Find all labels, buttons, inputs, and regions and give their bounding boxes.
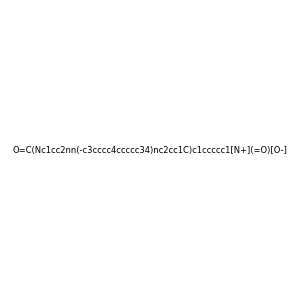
Text: O=C(Nc1cc2nn(-c3cccc4ccccc34)nc2cc1C)c1ccccc1[N+](=O)[O-]: O=C(Nc1cc2nn(-c3cccc4ccccc34)nc2cc1C)c1c… [13, 146, 287, 154]
